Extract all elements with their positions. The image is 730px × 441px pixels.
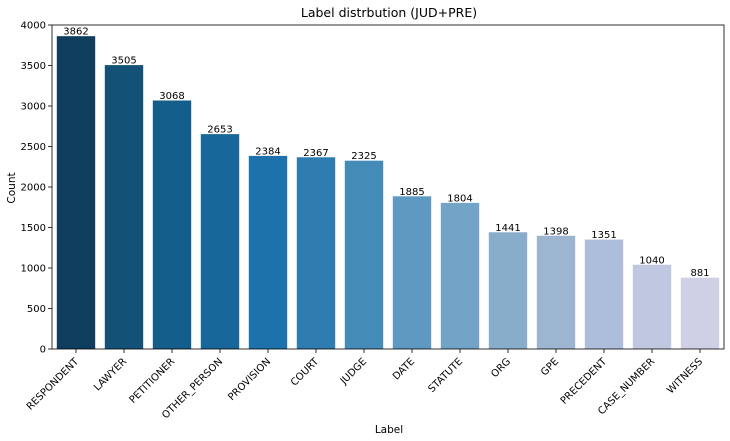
y-tick-label: 3000 [21, 102, 46, 113]
data-label: 2325 [351, 151, 376, 162]
x-tick-label: WITNESS [665, 356, 705, 396]
x-tick-label: GPE [539, 356, 561, 378]
x-tick-label: DATE [391, 356, 417, 382]
data-label: 1804 [447, 193, 472, 204]
data-label: 2653 [207, 125, 232, 136]
y-tick-label: 1000 [21, 264, 46, 275]
data-label: 2367 [303, 148, 328, 159]
x-tick-label: RESPONDENT [25, 356, 82, 413]
y-tick-label: 500 [27, 304, 46, 315]
chart-title: Label distrbution (JUD+PRE) [301, 5, 477, 20]
x-tick-label: JUDGE [338, 356, 369, 387]
bar [152, 100, 192, 349]
bar [536, 235, 576, 349]
bar [632, 264, 672, 349]
bar [56, 36, 96, 349]
data-label: 2384 [255, 146, 280, 157]
x-tick-label: ORG [489, 356, 513, 380]
bar [584, 239, 624, 349]
bar [680, 277, 720, 349]
y-axis: 0 500 1000 1500 2000 2500 3000 3500 4000 [21, 21, 52, 356]
data-label: 1351 [591, 230, 616, 241]
x-tick-label: LAWYER [92, 356, 129, 393]
plot-area: 3862 3505 3068 2653 2384 2367 2325 1885 1804 1441… [56, 27, 720, 349]
data-label: 3068 [159, 91, 184, 102]
y-tick-label: 2000 [21, 183, 46, 194]
data-label: 3505 [111, 56, 136, 67]
x-tick-label: STATUTE [427, 356, 466, 395]
data-label: 881 [690, 268, 709, 279]
bar [488, 232, 528, 349]
y-tick-label: 2500 [21, 142, 46, 153]
bar [296, 157, 336, 349]
y-axis-label: Count [6, 172, 18, 203]
bar [344, 160, 384, 349]
x-tick-label: PROVISION [226, 356, 273, 403]
x-tick-label: PRECEDENT [559, 356, 610, 407]
y-tick-label: 3500 [21, 61, 46, 72]
y-tick-label: 0 [40, 345, 46, 356]
y-tick-label: 4000 [21, 21, 46, 32]
x-tick-label: COURT [289, 356, 322, 389]
x-tick-label: PETITIONER [128, 356, 178, 406]
x-axis-label: Label [375, 424, 403, 436]
bar [392, 196, 432, 349]
data-label: 1040 [639, 255, 664, 266]
data-label: 1398 [543, 226, 568, 237]
bar [200, 134, 240, 349]
data-label: 3862 [63, 27, 88, 38]
bar [440, 202, 480, 349]
bar [104, 65, 144, 349]
data-label: 1441 [495, 223, 520, 234]
data-label: 1885 [399, 187, 424, 198]
y-tick-label: 1500 [21, 223, 46, 234]
bar [248, 155, 288, 349]
